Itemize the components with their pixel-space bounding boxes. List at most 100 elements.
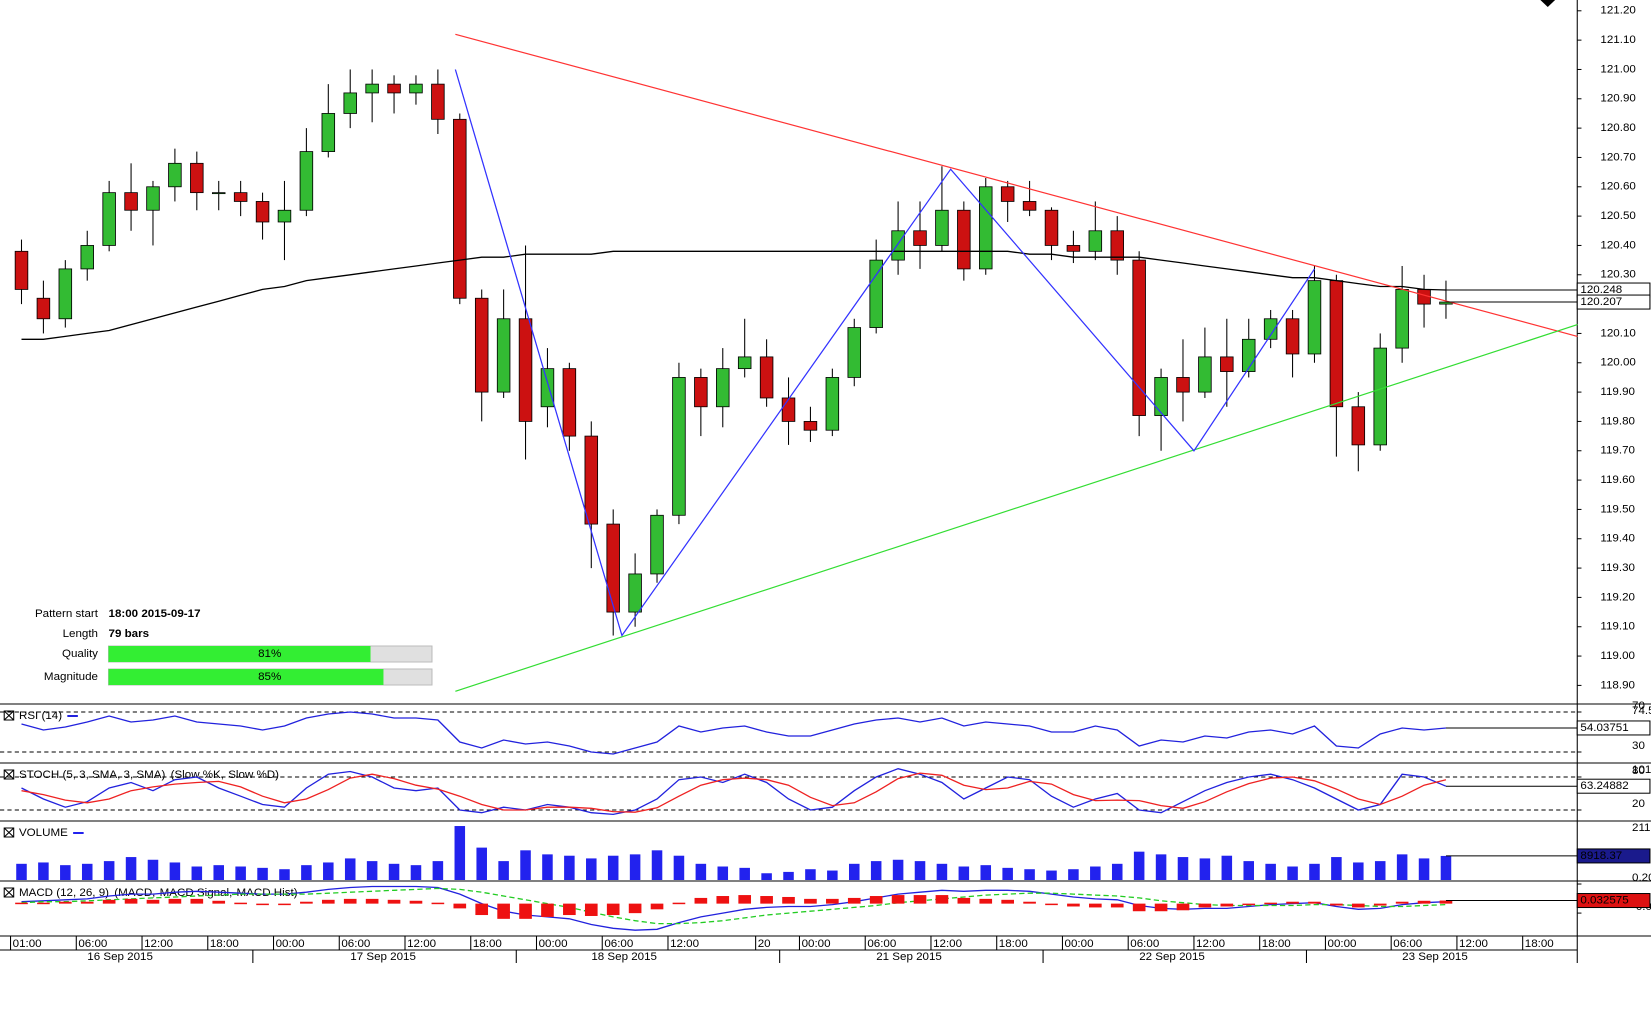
histogram-bar [1110, 903, 1124, 908]
volume-bar [498, 861, 509, 880]
candle-body [650, 514, 664, 575]
volume-bar [169, 862, 181, 880]
histogram-bar [1439, 900, 1453, 904]
histogram-bar [1242, 903, 1256, 906]
volume-bar [366, 861, 378, 880]
histogram-bar [1132, 903, 1146, 912]
value-box-label: 0.032575 [1580, 895, 1628, 907]
histogram-bar [716, 896, 730, 904]
y-tick-label: 119.80 [1600, 416, 1635, 428]
panel-toggle [3, 887, 15, 898]
volume-bar [16, 863, 27, 880]
value-box-label: 120.248 [1580, 284, 1622, 296]
y-top-label: 21124 [1632, 822, 1651, 834]
y-tick-label: 119.70 [1600, 445, 1635, 457]
panel-title: RSI (14) [19, 710, 62, 722]
value-box [1576, 294, 1651, 310]
panel-title: VOLUME [19, 827, 68, 839]
candle-body [1241, 338, 1256, 372]
moving-average-line [21, 250, 1446, 340]
histogram-bar [694, 897, 708, 904]
volume-bar [1024, 869, 1035, 880]
candle-body [277, 209, 292, 223]
value-box [1576, 720, 1651, 736]
histogram-bar [957, 897, 971, 904]
y-tick-label: 119.50 [1600, 504, 1635, 516]
candle-body [891, 230, 905, 261]
volume-bar [1002, 867, 1013, 880]
candle-body [211, 192, 226, 195]
histogram-bar [256, 903, 269, 906]
y-tick-label: 120.10 [1600, 328, 1635, 340]
volume-bar [1221, 855, 1233, 880]
x-tick-label: 06:00 [867, 938, 896, 950]
volume-bar [607, 855, 619, 880]
volume-bar [1353, 862, 1364, 880]
volume-bar [38, 862, 49, 880]
value-box-label: 120.207 [1580, 296, 1622, 308]
y-top-label: 74.59 [1632, 705, 1651, 717]
x-tick-label: 01:00 [13, 938, 42, 950]
candle-body [409, 83, 423, 94]
y-tick-label: 120.30 [1600, 269, 1635, 281]
date-label: 21 Sep 2015 [876, 951, 942, 963]
candle-body [1198, 356, 1212, 393]
y-tick-label: 119.40 [1600, 533, 1635, 545]
candle-body [1220, 356, 1234, 372]
x-tick-label: 06:00 [341, 938, 370, 950]
volume-bar [1199, 858, 1211, 880]
volume-bar [103, 861, 115, 880]
volume-bar [805, 869, 816, 880]
value-box-label: 54.03751 [1580, 722, 1628, 734]
panel-toggle-cross [3, 887, 15, 898]
x-tick-label: 00:00 [1065, 938, 1094, 950]
panel-toggle-cross [3, 769, 15, 780]
y-tick-label: 121.00 [1600, 64, 1635, 76]
day-separators [252, 950, 1307, 963]
candle-body [1285, 318, 1300, 355]
indicator-line [21, 711, 1447, 755]
histogram-bar [826, 898, 839, 904]
candle-body [1022, 201, 1037, 211]
candle-body [759, 356, 774, 399]
volume-bar [125, 857, 137, 880]
value-box-label: 8918.37 [1580, 850, 1622, 862]
histogram-bar [475, 903, 489, 916]
candle-body [321, 113, 336, 152]
candle-body [628, 573, 642, 613]
candle-body [694, 377, 708, 408]
y-tick-label: 119.60 [1600, 474, 1635, 486]
volume-bar [235, 866, 246, 880]
volume-bar [410, 865, 422, 880]
volume-bar [388, 863, 400, 880]
y-tick-label: 120.70 [1600, 152, 1635, 164]
histogram-bar [760, 896, 773, 904]
y-tick-label: 120.00 [1600, 357, 1635, 369]
candle-body [1263, 318, 1278, 340]
histogram-bar [278, 903, 291, 906]
x-tick-label: 00:00 [276, 938, 305, 950]
x-tick-label: 06:00 [604, 938, 633, 950]
volume-bar [783, 871, 794, 880]
meter-label: 85% [258, 671, 281, 683]
candle-body [847, 327, 862, 378]
histogram-bar [453, 903, 467, 909]
legend-label: Slow %D) [228, 769, 279, 781]
volume-bar [60, 865, 71, 880]
info-value: 18:00 2015-09-17 [109, 608, 201, 620]
histogram-bar [1023, 901, 1036, 904]
indicator-line [21, 772, 1447, 813]
histogram-bar [1351, 903, 1365, 908]
histogram-bar [1220, 903, 1234, 907]
histogram-bar [102, 899, 116, 904]
volume-bar [1287, 866, 1298, 880]
candle-body [1351, 406, 1366, 446]
volume-bar [147, 859, 159, 880]
candle-body [387, 83, 401, 94]
trend-line [454, 69, 1316, 637]
x-tick-label: 18:00 [1262, 938, 1291, 950]
date-label: 18 Sep 2015 [591, 951, 657, 963]
y-tick-label: 70 [1632, 700, 1645, 712]
menu-arrow[interactable] [1540, 0, 1556, 7]
histogram-bar [1395, 901, 1409, 904]
